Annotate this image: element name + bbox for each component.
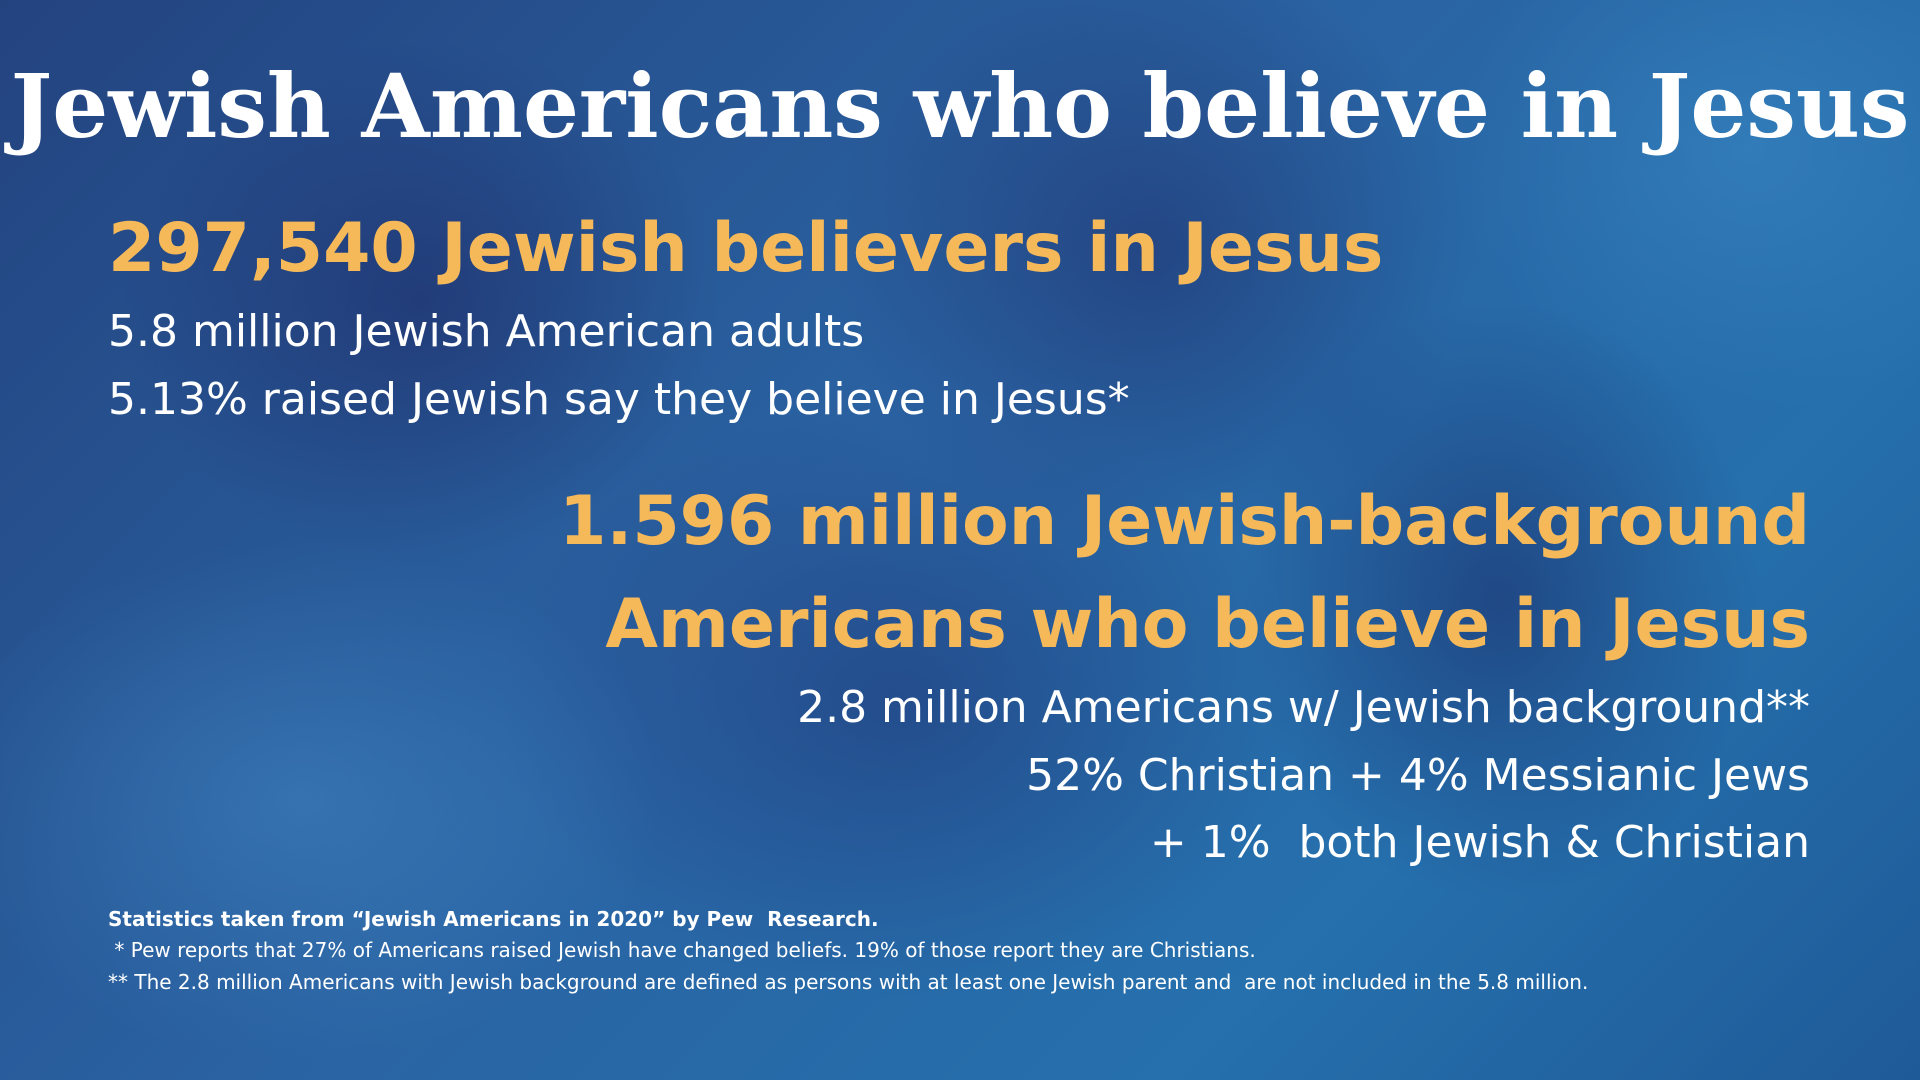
stat-heading: 297,540 Jewish believers in Jesus <box>108 209 1384 288</box>
stat-line: 5.8 million Jewish American adults <box>108 306 865 357</box>
stat-line: 5.13% raised Jewish say they believe in … <box>108 374 1130 425</box>
stat-line: 52% Christian + 4% Messianic Jews <box>1026 750 1810 801</box>
source-note: Statistics taken from “Jewish Americans … <box>108 907 879 931</box>
stat-heading: 1.596 million Jewish-background <box>559 482 1810 561</box>
stat-line: + 1% both Jewish & Christian <box>1149 817 1810 868</box>
stat-heading: Americans who believe in Jesus <box>605 585 1810 664</box>
footnote: * Pew reports that 27% of Americans rais… <box>108 938 1256 962</box>
stat-line: 2.8 million Americans w/ Jewish backgrou… <box>797 682 1810 733</box>
title: Jewish Americans who believe in Jesus <box>10 54 1910 158</box>
footnote: ** The 2.8 million Americans with Jewish… <box>108 970 1589 994</box>
